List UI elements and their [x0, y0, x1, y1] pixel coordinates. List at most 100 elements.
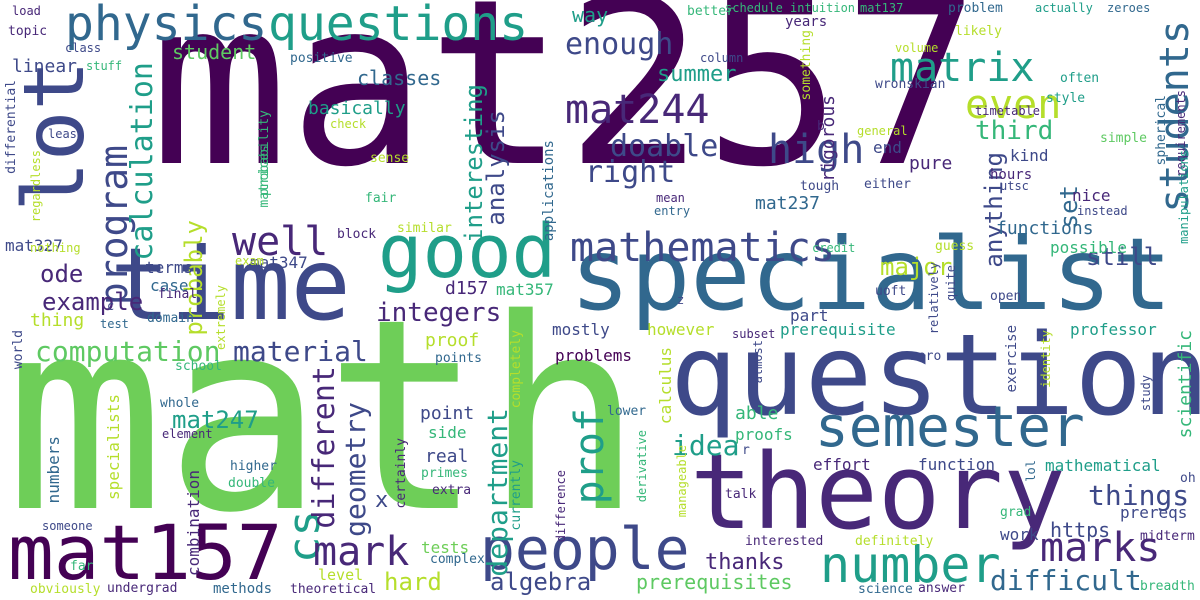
word-math: math	[5, 263, 644, 571]
word-class: class	[65, 41, 102, 55]
word-identity: identity	[1039, 330, 1053, 388]
word-style: style	[1046, 91, 1086, 106]
word-mat347: mat347	[250, 253, 308, 272]
word-column: column	[700, 51, 744, 65]
word-ode: ode	[40, 260, 84, 288]
word-calculation: calculation	[125, 62, 160, 261]
word-classes: classes	[357, 66, 442, 90]
word-function: function	[918, 455, 996, 474]
word-primes: primes	[421, 466, 468, 481]
word-years: years	[785, 14, 828, 30]
word-least: least	[48, 127, 85, 141]
word-material: material	[233, 335, 368, 368]
word-someone: someone	[42, 519, 93, 533]
word-x: x	[375, 488, 389, 513]
word-credit: credit	[812, 241, 856, 255]
word-schedule: schedule	[725, 1, 783, 15]
word-topic: topic	[8, 24, 48, 39]
word-actually: actually	[1035, 1, 1093, 15]
word-currently: currently	[509, 460, 524, 531]
word-zeroes: zeroes	[1107, 1, 1151, 15]
word-instead: instead	[1077, 204, 1128, 218]
word-open: open	[990, 289, 1022, 304]
word-physics: physics	[65, 0, 268, 52]
word-positive: positive	[290, 51, 353, 66]
word-analysis: analysis	[482, 110, 510, 226]
word-end: end	[873, 138, 902, 157]
word-difficult: difficult	[990, 564, 1142, 597]
word-theory: theory	[690, 431, 1066, 553]
word-however: however	[647, 320, 715, 339]
word-certainly: certainly	[394, 438, 409, 509]
word-semester: semester	[815, 395, 1085, 460]
word-something: something	[799, 30, 814, 101]
word-question: question	[670, 311, 1200, 441]
word-real: real	[425, 446, 469, 467]
word-talk: talk	[725, 487, 757, 502]
word-high: high	[768, 127, 865, 173]
word-interested: interested	[745, 534, 824, 549]
word-final: final	[158, 287, 198, 302]
word-idea: idea	[672, 429, 740, 462]
word-mat327: mat327	[5, 236, 63, 255]
word-rigorous: rigorous	[818, 95, 839, 182]
word-b: b	[817, 119, 825, 134]
word-block: block	[337, 227, 377, 242]
word-number: number	[820, 536, 1001, 594]
word-problem: problem	[948, 1, 1003, 16]
word-different: different	[307, 366, 342, 529]
word-even: even	[965, 82, 1062, 128]
word-load: load	[12, 4, 41, 18]
word-world: world	[11, 330, 26, 370]
word-better: better	[687, 4, 734, 19]
word-algebra: algebra	[490, 568, 592, 596]
word-specialist: specialist	[570, 216, 1173, 333]
word-general: general	[857, 124, 908, 138]
word-utsc: utsc	[1000, 179, 1029, 193]
word-calculus: calculus	[656, 347, 675, 425]
word-effort: effort	[813, 455, 871, 474]
word-thanks: thanks	[705, 550, 785, 575]
word-right: right	[585, 155, 676, 190]
word-case: case	[150, 276, 189, 295]
word-department: department	[481, 408, 514, 577]
word-prerequisite: prerequisite	[780, 320, 896, 339]
word-nothing: nothing	[30, 241, 81, 255]
word-likely: likely	[955, 24, 1002, 39]
word-whole: whole	[160, 396, 200, 411]
word-people: people	[480, 515, 690, 583]
word-guess: guess	[935, 239, 975, 254]
word-marks: marks	[1040, 525, 1161, 571]
word-manipulations: manipulations	[1177, 150, 1191, 244]
word-proofs: proofs	[735, 425, 793, 444]
word-time: time	[110, 226, 351, 343]
word-probability: probability	[257, 110, 272, 197]
word-r: r	[742, 443, 750, 458]
word-similar: similar	[397, 221, 452, 236]
word-mathematics: mathematics	[570, 225, 835, 271]
word-hard: hard	[384, 568, 442, 596]
word-difference: difference	[554, 470, 568, 543]
word-breadth: breadth	[1140, 579, 1195, 594]
word-derivative: derivative	[635, 430, 649, 503]
word-problems: problems	[555, 346, 633, 365]
word-possible: possible	[1050, 238, 1128, 257]
word-integers: integers	[376, 298, 502, 328]
word-things: things	[1088, 479, 1190, 512]
word-relatively: relatively	[927, 262, 941, 335]
word-mark: mark	[313, 529, 410, 575]
word-lower: lower	[607, 404, 647, 419]
word-fair: fair	[365, 191, 397, 206]
word-level: level	[318, 566, 364, 584]
word-tests: tests	[421, 538, 470, 557]
word-element: element	[162, 427, 213, 441]
word-hours: hours	[990, 167, 1033, 183]
word-often: often	[1060, 71, 1100, 86]
word-applications: applications	[541, 140, 557, 242]
word-science: science	[858, 582, 913, 597]
word-z: z	[677, 293, 685, 307]
word-good: good	[378, 209, 557, 295]
word-prereqs: prereqs	[1120, 503, 1188, 522]
word-methods: methods	[213, 581, 273, 597]
word-linear: linear	[12, 56, 78, 77]
